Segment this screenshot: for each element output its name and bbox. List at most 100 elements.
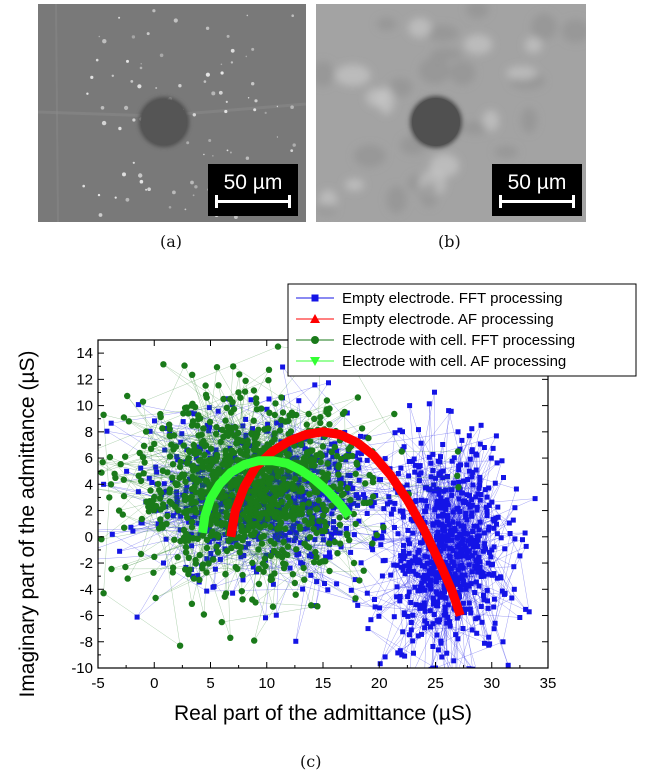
data-point — [481, 573, 487, 579]
data-point — [523, 606, 529, 612]
data-point — [228, 492, 235, 499]
data-point — [481, 530, 487, 536]
data-point — [371, 500, 377, 506]
data-point — [277, 519, 285, 526]
data-point — [405, 537, 411, 543]
data-point — [234, 542, 241, 550]
data-point — [476, 583, 482, 589]
data-point — [355, 495, 361, 501]
data-point — [469, 553, 475, 559]
data-point — [255, 580, 263, 588]
data-point — [211, 536, 217, 542]
data-point — [293, 455, 299, 461]
data-point — [476, 566, 482, 572]
data-point — [291, 512, 298, 519]
data-point — [294, 521, 300, 526]
data-point — [471, 523, 477, 529]
data-point — [100, 590, 107, 597]
data-point — [180, 419, 186, 425]
data-point — [296, 551, 301, 557]
data-point — [195, 573, 201, 579]
data-point — [306, 534, 314, 541]
data-point — [243, 499, 249, 504]
data-point — [124, 468, 130, 474]
data-point — [332, 461, 338, 467]
data-point — [271, 487, 278, 495]
data-point — [301, 526, 307, 532]
data-point — [407, 563, 413, 569]
data-point — [468, 535, 474, 541]
data-point — [495, 504, 501, 510]
data-point — [458, 541, 464, 546]
data-point — [347, 504, 353, 510]
data-point — [475, 491, 481, 497]
data-point — [327, 554, 333, 560]
data-point — [316, 517, 323, 524]
data-point — [469, 502, 475, 508]
data-point — [334, 448, 340, 454]
data-point — [258, 540, 266, 547]
data-point — [482, 487, 488, 493]
data-point — [443, 499, 449, 504]
data-point — [169, 461, 177, 468]
data-point — [206, 418, 214, 426]
data-point — [286, 537, 292, 543]
data-point — [277, 480, 283, 486]
data-point — [392, 500, 398, 506]
data-point — [341, 408, 348, 416]
data-point — [315, 497, 322, 504]
y-axis-label: Imaginary part of the admittance (µS) — [16, 350, 39, 697]
data-point — [314, 579, 320, 585]
data-point — [454, 554, 460, 560]
data-point — [438, 548, 444, 554]
data-point — [180, 410, 187, 417]
x-tick-label: -5 — [91, 675, 104, 692]
legend-marker — [311, 336, 319, 344]
y-tick-label: 6 — [85, 450, 93, 467]
data-point — [186, 448, 193, 455]
data-point — [461, 478, 466, 484]
data-point — [438, 536, 444, 541]
data-point — [378, 542, 384, 548]
data-point — [170, 446, 177, 453]
data-point — [344, 484, 351, 492]
data-point — [440, 591, 446, 597]
data-point — [413, 571, 419, 577]
data-point — [317, 458, 324, 466]
data-point — [261, 510, 268, 517]
data-point — [221, 461, 229, 468]
data-point — [148, 499, 156, 506]
data-point — [428, 586, 434, 592]
data-point — [174, 489, 180, 495]
data-point — [438, 495, 444, 501]
data-point — [230, 590, 236, 596]
data-point — [434, 533, 440, 539]
data-point — [293, 546, 300, 553]
data-point — [431, 482, 437, 488]
data-point — [427, 486, 433, 492]
data-point — [395, 650, 401, 656]
data-point — [135, 489, 141, 495]
micrograph-a: 50 µm — [38, 4, 306, 222]
data-point — [189, 371, 196, 378]
data-point — [388, 572, 394, 578]
x-tick-label: 35 — [540, 675, 557, 692]
data-point — [180, 442, 188, 449]
legend-marker — [311, 294, 319, 302]
data-point — [462, 572, 468, 578]
data-point — [343, 525, 349, 531]
data-point — [422, 625, 428, 631]
data-point — [335, 471, 342, 478]
data-point — [472, 563, 478, 569]
data-point — [455, 506, 461, 512]
data-point — [153, 464, 159, 470]
data-point — [492, 620, 498, 626]
data-point — [252, 499, 259, 506]
data-point — [474, 534, 480, 540]
data-point — [303, 489, 309, 495]
data-point — [74, 454, 80, 460]
data-point — [243, 441, 250, 449]
data-point — [255, 565, 262, 573]
data-point — [177, 458, 184, 466]
data-point — [406, 632, 412, 638]
